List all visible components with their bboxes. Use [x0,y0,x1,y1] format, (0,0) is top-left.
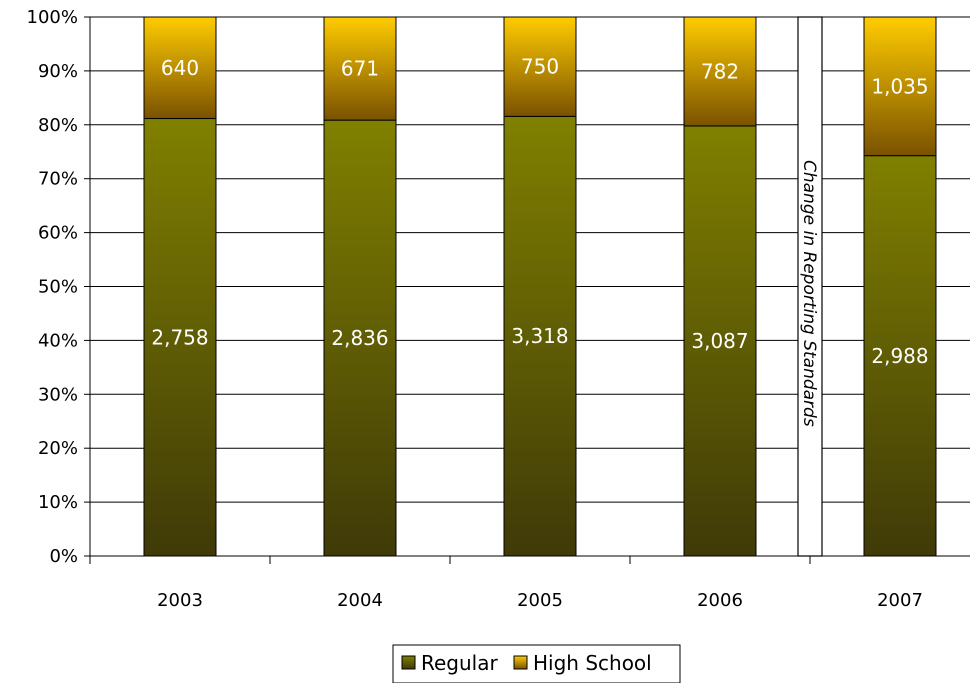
bar-high-school-2005 [503,16,577,117]
x-tick-label: 2004 [337,590,383,611]
data-label-regular-2005: 3,318 [511,324,568,348]
bar-high-school-2004 [323,16,397,121]
y-tick-label: 40% [38,330,78,351]
y-tick-label: 60% [38,223,78,244]
data-label-high-school-2004: 671 [341,57,379,81]
y-tick-label: 0% [49,546,78,567]
data-label-regular-2006: 3,087 [691,329,748,353]
bar-high-school-2003 [143,16,217,120]
legend-swatch-regular [401,655,416,670]
reporting-change-marker [797,16,823,557]
x-tick-label: 2006 [697,590,743,611]
bar-regular-2007 [863,155,937,557]
data-label-high-school-2007: 1,035 [871,74,928,98]
data-label-regular-2003: 2,758 [151,325,208,349]
legend-swatch-high-school [513,655,528,670]
data-label-high-school-2005: 750 [521,55,559,79]
y-tick-label: 30% [38,384,78,405]
y-tick-label: 70% [38,169,78,190]
legend-label-high-school: High School [533,651,652,675]
x-tick-label: 2007 [877,590,923,611]
y-tick-label: 90% [38,61,78,82]
annotation: Change in Reporting Standards [797,16,823,557]
y-tick-label: 80% [38,115,78,136]
bar-regular-2006 [683,125,757,557]
y-tick-label: 50% [38,277,78,298]
y-tick-label: 10% [38,492,78,513]
data-label-high-school-2003: 640 [161,56,199,80]
x-tick-label: 2005 [517,590,563,611]
bar-regular-2004 [323,119,397,557]
legend-box [392,644,681,683]
data-label-high-school-2006: 782 [701,59,739,83]
bar-regular-2003 [143,118,217,557]
reporting-change-label: Change in Reporting Standards [799,160,819,427]
bar-high-school-2007 [863,16,937,157]
data-label-regular-2007: 2,988 [871,344,928,368]
y-tick-label: 20% [38,438,78,459]
bar-regular-2005 [503,115,577,557]
bars: 2,758 640 2,836 671 3,318 750 3,087 782 2,988 1,0… [143,16,937,557]
bar-high-school-2006 [683,16,757,127]
x-tick-label: 2003 [157,590,203,611]
axes: 0% 10% 20% 30% 40% 50% 60% 70% 80% 90% 100% 2003 200… [27,7,970,611]
legend: Regular High School [392,644,681,683]
y-tick-label: 100% [27,7,78,28]
data-label-regular-2004: 2,836 [331,326,388,350]
legend-label-regular: Regular [421,651,498,675]
